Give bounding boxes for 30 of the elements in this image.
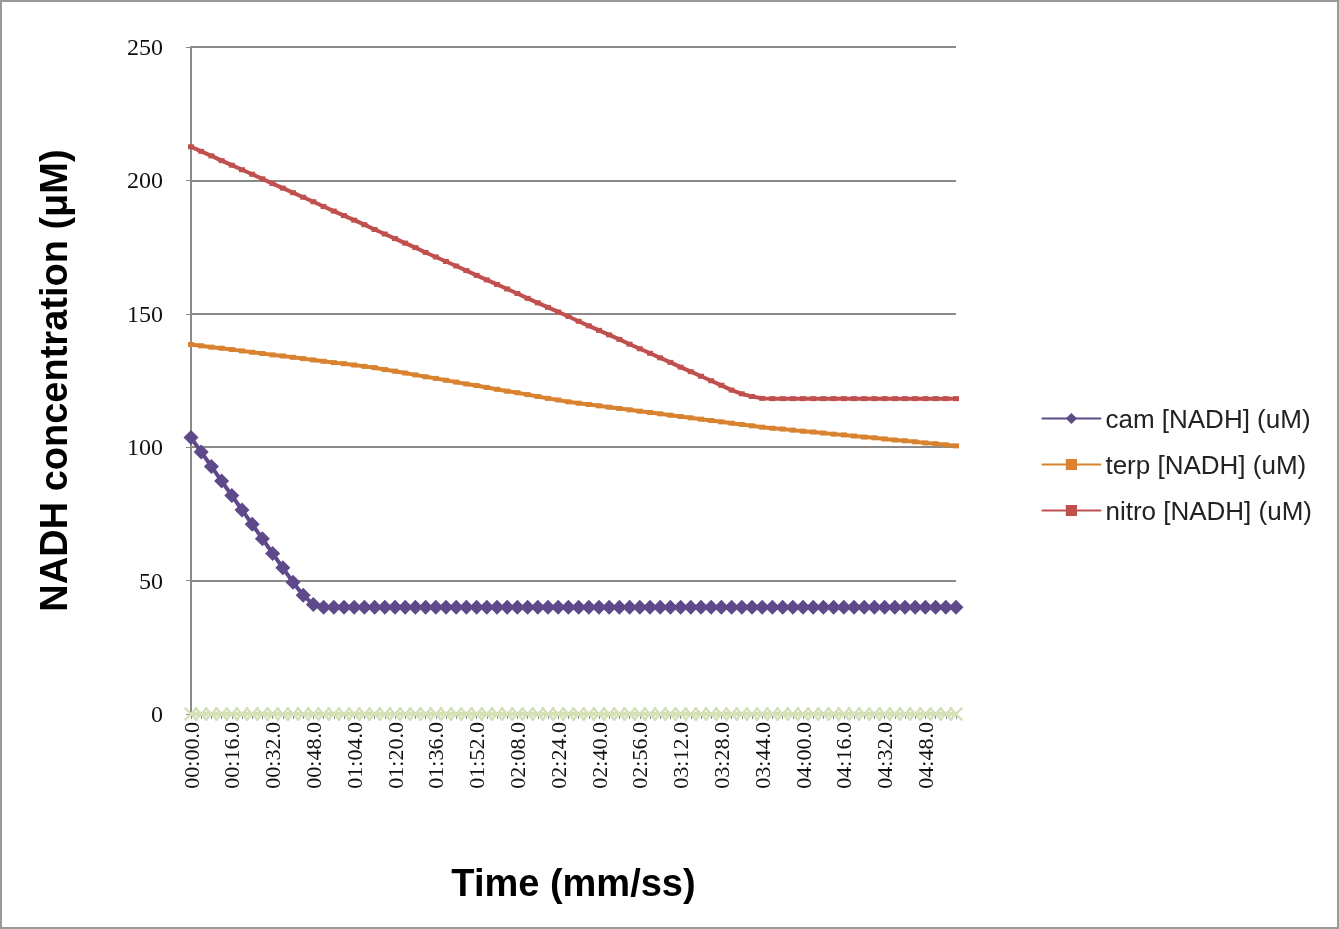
x-tick-label: 00:32.0	[260, 722, 286, 789]
x-tick-label: 02:24.0	[545, 722, 571, 789]
x-tick-label: 01:36.0	[423, 722, 449, 789]
y-tick-label: 250	[127, 34, 163, 60]
x-axis-title: Time (mm/ss)	[451, 862, 696, 904]
legend-label: terp [NADH] (uM)	[1105, 449, 1307, 480]
legend-label: cam [NADH] (uM)	[1105, 403, 1311, 434]
x-tick-label: 04:16.0	[831, 722, 857, 789]
y-tick-label: 50	[139, 567, 163, 594]
y-axis-title: NADH concentration (μM)	[33, 149, 75, 612]
x-tick-label: 03:28.0	[708, 722, 734, 789]
x-tick-label: 04:00.0	[790, 722, 816, 789]
x-tick-label: 04:48.0	[912, 722, 938, 789]
x-tick-label: 01:20.0	[382, 722, 408, 789]
y-tick-label: 200	[127, 167, 163, 194]
x-tick-label: 02:40.0	[586, 722, 612, 789]
x-tick-label: 00:16.0	[219, 722, 245, 789]
x-tick-label: 02:08.0	[504, 722, 530, 789]
x-tick-label: 02:56.0	[627, 722, 653, 789]
x-tick-label: 03:44.0	[749, 722, 775, 789]
x-tick-label: 00:48.0	[300, 722, 326, 789]
x-tick-label: 03:12.0	[668, 722, 694, 789]
x-tick-label: 01:52.0	[464, 722, 490, 789]
x-tick-label: 01:04.0	[341, 722, 367, 789]
y-tick-label: 100	[127, 434, 163, 461]
y-tick-label: 0	[151, 701, 163, 727]
y-tick-label: 150	[127, 300, 163, 327]
x-tick-label: 04:32.0	[872, 722, 898, 789]
legend-label: nitro [NADH] (uM)	[1105, 495, 1312, 526]
x-tick-label: 00:00.0	[178, 722, 204, 789]
